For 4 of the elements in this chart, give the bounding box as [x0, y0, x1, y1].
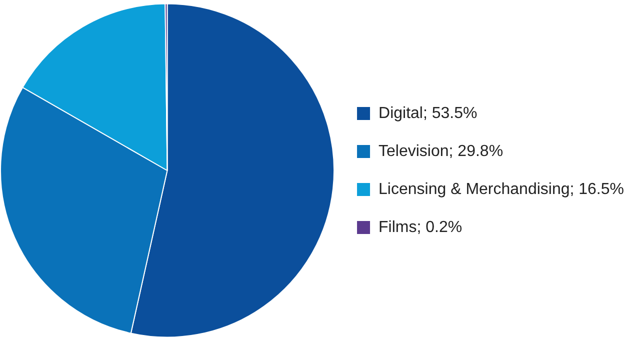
legend-label: Licensing & Merchandising; 16.5%: [378, 180, 624, 198]
legend-label: Television; 29.8%: [378, 142, 504, 160]
legend-label: Digital; 53.5%: [378, 104, 478, 122]
legend-label: Films; 0.2%: [378, 218, 462, 236]
